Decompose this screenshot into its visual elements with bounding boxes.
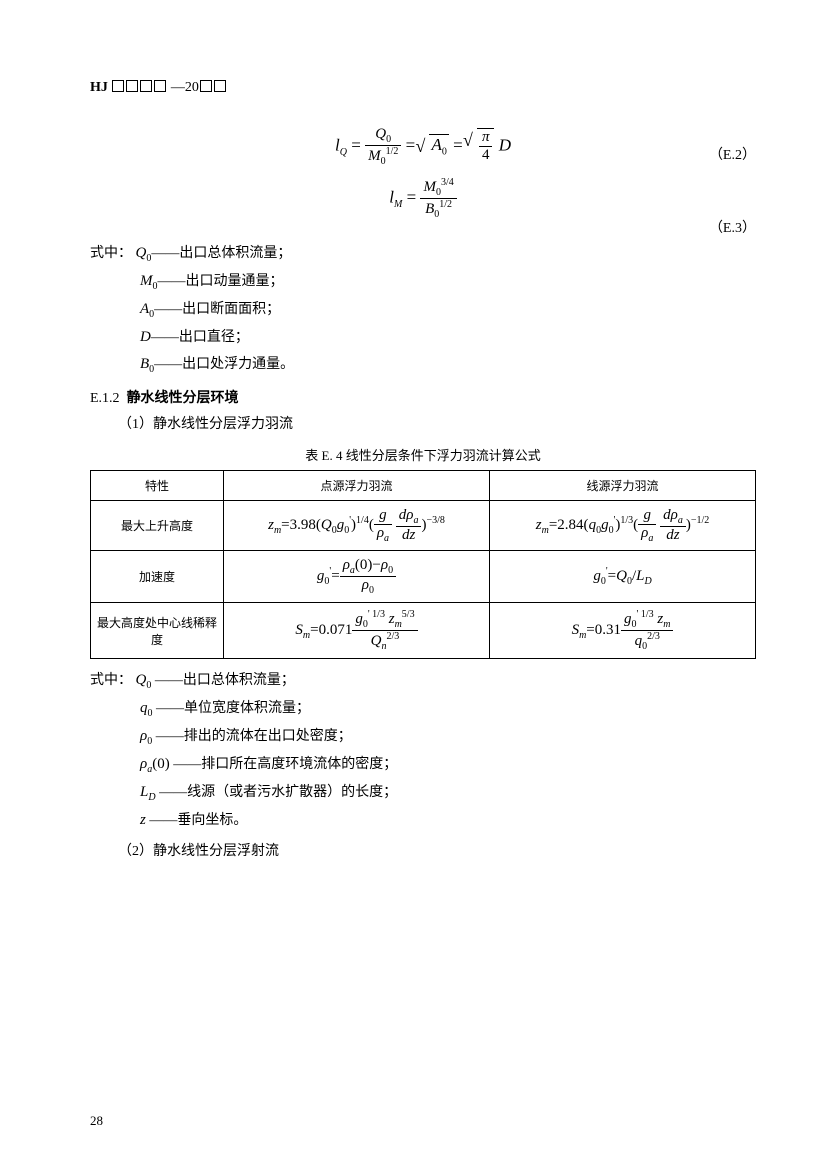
where-text: ——排出的流体在出口处密度； [156,729,352,744]
formula-e2-label: （E.2） [709,144,756,164]
section-heading: E.1.2 静水线性分层环境 [90,387,756,407]
where-lead: 式中： [90,673,132,688]
formula-e3-label: （E.3） [709,217,756,237]
section-item-1: （1）静水线性分层浮力羽流 [90,413,756,433]
formula-e2: lQ = Q0M01/2 = A0 = π4 D （E.2） [90,126,756,167]
table-header-row: 特性 点源浮力羽流 线源浮力羽流 [91,471,756,501]
where-text: ——出口直径； [151,330,249,345]
where-line: A0——出口断面面积； [90,296,756,324]
header-prefix: HJ [90,80,108,95]
cell-formula: Sm=0.31g0' 1/3 zmq02/3 [490,603,756,659]
where-line: 式中： Q0 ——出口总体积流量； [90,667,756,695]
row-label: 最大上升高度 [91,501,224,551]
cell-formula: zm=2.84(q0g0')1/3(gρa dρadz)−1/2 [490,501,756,551]
where-line: M0——出口动量通量； [90,268,756,296]
th-point: 点源浮力羽流 [224,471,490,501]
where-text: ——排口所在高度环境流体的密度； [173,757,397,772]
cell-formula: zm=3.98(Q0g0')1/4(gρa dρadz)−3/8 [224,501,490,551]
where-line: ρa(0) ——排口所在高度环境流体的密度； [90,751,756,779]
page-container: HJ —20 lQ = Q0M01/2 = A0 = π4 D （E.2） lM… [0,0,826,1169]
cell-formula: g0'=Q0/LD [490,551,756,603]
where-block-2: 式中： Q0 ——出口总体积流量； q0 ——单位宽度体积流量； ρ0 ——排出… [90,667,756,834]
where-line: B0——出口处浮力通量。 [90,351,756,379]
where-text: ——垂向坐标。 [149,813,247,828]
where-text: ——线源（或者污水扩散器）的长度； [159,785,397,800]
th-line: 线源浮力羽流 [490,471,756,501]
where-text: ——出口断面面积； [154,302,280,317]
formula-e3: lM = M03/4B01/2 （E.3） [90,177,756,220]
where-lead: 式中： [90,246,132,261]
table-row: 加速度 g0'=ρa(0)−ρ0ρ0 g0'=Q0/LD [91,551,756,603]
section-title: 静水线性分层环境 [127,391,239,406]
where-text: ——出口总体积流量； [151,246,291,261]
where-line: ρ0 ——排出的流体在出口处密度； [90,723,756,751]
where-line: q0 ——单位宽度体积流量； [90,695,756,723]
table-caption: 表 E. 4 线性分层条件下浮力羽流计算公式 [90,445,756,464]
table-row: 最大上升高度 zm=3.98(Q0g0')1/4(gρa dρadz)−3/8 … [91,501,756,551]
formula-table: 特性 点源浮力羽流 线源浮力羽流 最大上升高度 zm=3.98(Q0g0')1/… [90,470,756,659]
page-number: 28 [90,1113,103,1129]
where-text: ——出口动量通量； [158,274,284,289]
where-block-1: 式中： Q0——出口总体积流量； M0——出口动量通量； A0——出口断面面积；… [90,240,756,379]
table-row: 最大高度处中心线稀释度 Sm=0.071g0' 1/3 zm5/3Qn2/3 S… [91,603,756,659]
where-text: ——单位宽度体积流量； [156,701,310,716]
row-label: 加速度 [91,551,224,603]
cell-formula: g0'=ρa(0)−ρ0ρ0 [224,551,490,603]
where-line: LD ——线源（或者污水扩散器）的长度； [90,779,756,807]
where-line: 式中： Q0——出口总体积流量； [90,240,756,268]
where-line: z ——垂向坐标。 [90,807,756,834]
cell-formula: Sm=0.071g0' 1/3 zm5/3Qn2/3 [224,603,490,659]
doc-header: HJ —20 [90,80,756,96]
section-item-2: （2）静水线性分层浮射流 [90,840,756,860]
where-line: D——出口直径； [90,324,756,351]
header-mid: —20 [171,80,199,95]
where-text: ——出口处浮力通量。 [154,357,294,372]
th-property: 特性 [91,471,224,501]
row-label: 最大高度处中心线稀释度 [91,603,224,659]
section-num: E.1.2 [90,391,120,406]
where-text: ——出口总体积流量； [155,673,295,688]
